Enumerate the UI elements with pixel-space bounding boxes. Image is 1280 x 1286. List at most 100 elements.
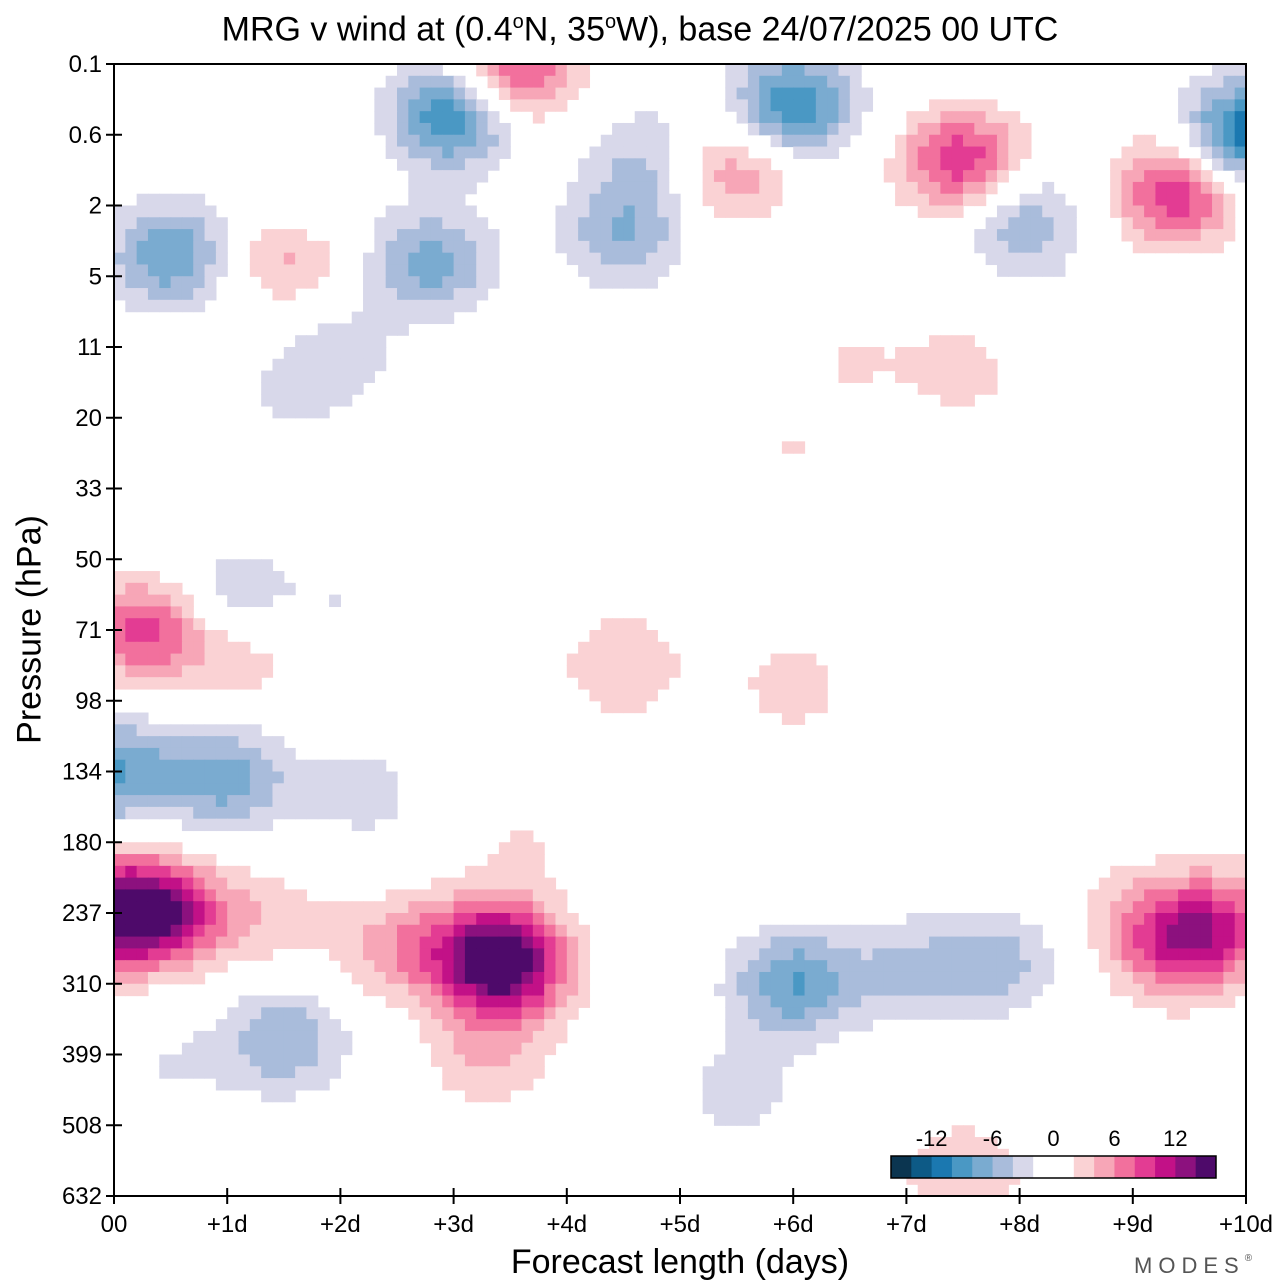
heatmap-cell	[272, 240, 285, 254]
heatmap-cell	[419, 240, 432, 254]
heatmap-cell	[442, 877, 455, 891]
heatmap-cell	[725, 1019, 738, 1032]
heatmap-cell	[781, 700, 794, 714]
heatmap-cell	[295, 1054, 308, 1067]
heatmap-cell	[566, 240, 579, 254]
heatmap-cell	[1223, 983, 1236, 997]
heatmap-cell	[1189, 87, 1202, 100]
heatmap-cell	[363, 971, 375, 985]
heatmap-cell	[317, 394, 330, 407]
heatmap-cell	[804, 924, 817, 938]
heatmap-cell	[1200, 960, 1213, 973]
heatmap-cell	[181, 913, 194, 926]
heatmap-cell	[227, 582, 240, 596]
heatmap-cell	[963, 1148, 975, 1162]
heatmap-cell	[249, 818, 262, 832]
heatmap-cell	[442, 311, 455, 325]
heatmap-cell	[1200, 134, 1213, 148]
heatmap-cell	[442, 252, 455, 266]
heatmap-cell	[521, 75, 534, 89]
heatmap-cell	[170, 913, 183, 926]
heatmap-cell	[227, 653, 240, 666]
heatmap-cell	[1166, 1007, 1179, 1020]
heatmap-cell	[1166, 913, 1179, 926]
heatmap-cell	[781, 64, 794, 77]
heatmap-cell	[340, 323, 353, 336]
heatmap-cell	[159, 806, 172, 820]
heatmap-cell	[612, 641, 624, 655]
heatmap-cell	[770, 936, 783, 949]
heatmap-cell	[385, 111, 398, 124]
heatmap-cell	[193, 1054, 206, 1067]
heatmap-cell	[351, 795, 364, 808]
heatmap-cell	[974, 971, 987, 985]
heatmap-cell	[238, 771, 251, 784]
heatmap-cell	[464, 181, 477, 195]
heatmap-cell	[623, 229, 636, 242]
heatmap-cell	[136, 299, 149, 313]
heatmap-cell	[351, 971, 364, 985]
heatmap-cell	[464, 1066, 477, 1079]
heatmap-cell	[419, 913, 432, 926]
heatmap-cell	[136, 665, 149, 678]
heatmap-cell	[317, 1042, 330, 1056]
y-tick-label: 0.1	[69, 51, 102, 78]
heatmap-cell	[1030, 217, 1043, 230]
heatmap-cell	[114, 771, 126, 784]
heatmap-cell	[476, 276, 489, 289]
colorbar-bin	[931, 1156, 953, 1178]
heatmap-cell	[1064, 217, 1077, 230]
heatmap-cell	[1110, 158, 1123, 171]
heatmap-cell	[283, 288, 296, 301]
heatmap-cell	[430, 217, 443, 230]
heatmap-cell	[125, 630, 138, 643]
heatmap-cell	[521, 924, 534, 938]
heatmap-cell	[1098, 889, 1111, 902]
heatmap-cell	[929, 983, 941, 997]
heatmap-cell	[906, 960, 919, 973]
heatmap-cell	[181, 299, 194, 313]
heatmap-cell	[498, 960, 511, 973]
heatmap-cell	[487, 1066, 500, 1079]
heatmap-cell	[147, 571, 160, 584]
heatmap-cell	[317, 264, 330, 277]
heatmap-cell	[895, 936, 907, 949]
heatmap-cell	[532, 995, 545, 1008]
heatmap-cell	[453, 111, 466, 124]
heatmap-cell	[804, 983, 817, 997]
heatmap-cell	[1132, 913, 1145, 926]
heatmap-cell	[589, 193, 602, 207]
heatmap-cell	[657, 170, 670, 183]
heatmap-cell	[464, 122, 477, 136]
heatmap-cell	[1019, 146, 1032, 159]
heatmap-cell	[963, 193, 975, 207]
heatmap-cell	[114, 747, 126, 761]
heatmap-cell	[1189, 193, 1202, 207]
heatmap-cell	[759, 1030, 772, 1044]
heatmap-cell	[170, 630, 183, 643]
heatmap-cell	[215, 1042, 228, 1056]
heatmap-cell	[1189, 971, 1202, 985]
heatmap-cell	[351, 335, 364, 348]
heatmap-cell	[181, 889, 194, 902]
heatmap-cell	[238, 1030, 251, 1044]
heatmap-cell	[1121, 158, 1134, 171]
colorbar-bin	[1053, 1156, 1075, 1178]
heatmap-cell	[1200, 948, 1213, 961]
heatmap-cell	[951, 158, 964, 171]
heatmap-cell	[736, 948, 749, 961]
heatmap-cell	[759, 64, 772, 77]
heatmap-cell	[838, 936, 851, 949]
heatmap-cell	[453, 276, 466, 289]
heatmap-cell	[272, 571, 285, 584]
heatmap-cell	[295, 252, 308, 266]
heatmap-cell	[600, 653, 613, 666]
heatmap-cell	[623, 264, 636, 277]
heatmap-cell	[1019, 948, 1032, 961]
heatmap-cell	[895, 170, 907, 183]
heatmap-cell	[476, 217, 489, 230]
heatmap-cell	[1098, 913, 1111, 926]
heatmap-cell	[487, 854, 500, 867]
heatmap-cell	[453, 205, 466, 218]
heatmap-cell	[578, 193, 591, 207]
